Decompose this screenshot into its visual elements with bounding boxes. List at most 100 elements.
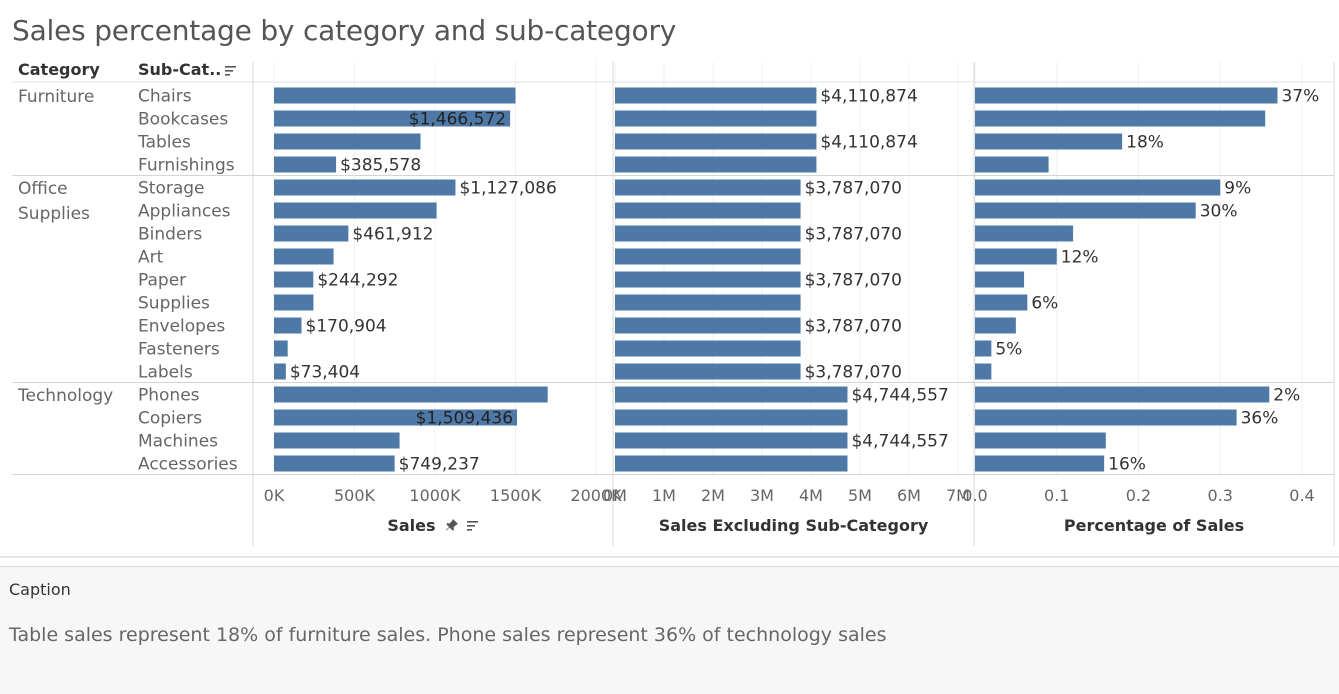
tick-label: 0.3 xyxy=(1208,486,1233,505)
bar xyxy=(615,294,801,311)
bar xyxy=(975,202,1196,219)
bar xyxy=(274,409,518,426)
bar xyxy=(975,225,1074,242)
data-label: $4,744,557 xyxy=(851,432,948,452)
bar xyxy=(274,225,349,242)
data-label: $461,912 xyxy=(352,225,433,245)
subcategory-label: Storage xyxy=(138,179,205,199)
bar xyxy=(274,455,395,472)
bar xyxy=(274,156,337,173)
bar xyxy=(615,317,801,334)
bar xyxy=(615,363,801,380)
tick-label: 0.0 xyxy=(962,486,987,505)
tick-label: 0K xyxy=(264,486,285,505)
bar xyxy=(615,133,817,150)
bar xyxy=(274,248,334,265)
subcategory-label: Envelopes xyxy=(138,317,225,337)
bar xyxy=(274,87,516,104)
data-label: $1,127,086 xyxy=(459,179,556,199)
category-label: Office xyxy=(18,179,68,199)
tick-label: 6M xyxy=(897,486,921,505)
caption-separator xyxy=(0,556,1339,558)
subcategory-label: Bookcases xyxy=(138,110,228,130)
subcategory-label: Phones xyxy=(138,386,200,406)
subcategory-label: Appliances xyxy=(138,202,231,222)
data-label: $4,744,557 xyxy=(851,386,948,406)
tick-label: 0.1 xyxy=(1044,486,1069,505)
bar xyxy=(274,432,400,449)
category-label: Furniture xyxy=(18,87,94,107)
sales-axis-title: Sales xyxy=(253,516,613,535)
tick-label: 7M xyxy=(946,486,970,505)
data-label: 6% xyxy=(1031,294,1058,314)
bar xyxy=(975,133,1123,150)
data-label: 36% xyxy=(1241,409,1279,429)
data-label: $4,110,874 xyxy=(820,133,917,153)
bar xyxy=(975,340,992,357)
bar xyxy=(615,110,817,127)
data-label: $4,110,874 xyxy=(820,87,917,107)
data-label: $3,787,070 xyxy=(805,225,902,245)
bar xyxy=(615,340,801,357)
bar xyxy=(975,455,1105,472)
tick-label: 5M xyxy=(848,486,872,505)
tick-label: 1000K xyxy=(409,486,461,505)
chart-title: Sales percentage by category and sub-cat… xyxy=(12,14,677,47)
data-label: $1,466,572 xyxy=(409,110,506,130)
subcategory-label: Tables xyxy=(137,133,191,153)
tick-label: 0M xyxy=(603,486,627,505)
tick-label: 0.4 xyxy=(1289,486,1314,505)
tick-label: 1500K xyxy=(490,486,542,505)
subcategory-label: Copiers xyxy=(138,409,202,429)
sort-icon[interactable] xyxy=(466,521,479,531)
bar xyxy=(274,202,437,219)
category-label: Supplies xyxy=(18,204,90,224)
caption-panel: Caption Table sales represent 18% of fur… xyxy=(0,566,1339,694)
data-label: $3,787,070 xyxy=(805,317,902,337)
bar xyxy=(274,133,421,150)
data-label: $3,787,070 xyxy=(805,179,902,199)
bar xyxy=(975,156,1049,173)
bar xyxy=(975,294,1028,311)
bar xyxy=(274,271,314,288)
bar xyxy=(274,110,511,127)
category-column-header[interactable]: Category xyxy=(18,60,100,79)
bar xyxy=(975,432,1106,449)
bar xyxy=(615,455,848,472)
subcategory-label: Fasteners xyxy=(138,340,220,360)
bar xyxy=(274,179,456,196)
data-label: 5% xyxy=(995,340,1022,360)
bar-chart: Furniture Office Supplies Technology Chairs B… xyxy=(12,62,1335,546)
bar xyxy=(975,110,1266,127)
subcategory-label: Paper xyxy=(138,271,186,291)
bar xyxy=(615,202,801,219)
bar xyxy=(975,409,1237,426)
tick-label: 2M xyxy=(701,486,725,505)
subcategory-label: Supplies xyxy=(138,294,210,314)
subcategory-label: Art xyxy=(138,248,164,268)
tick-label: 1M xyxy=(652,486,676,505)
sales-axis-title-text: Sales xyxy=(387,516,436,535)
sort-icon[interactable] xyxy=(225,66,237,76)
sales-excluding-axis-title: Sales Excluding Sub-Category xyxy=(658,516,929,535)
tick-label: 500K xyxy=(334,486,376,505)
category-label: Technology xyxy=(17,386,113,406)
bar xyxy=(975,317,1016,334)
data-label: $244,292 xyxy=(317,271,398,291)
tick-label: 4M xyxy=(799,486,823,505)
bar xyxy=(975,363,992,380)
caption-label: Caption xyxy=(9,580,71,599)
bar xyxy=(615,156,817,173)
subcategory-column-header[interactable]: Sub-Cat.. xyxy=(138,60,222,79)
data-label: 12% xyxy=(1061,248,1099,268)
bar xyxy=(615,432,848,449)
bar xyxy=(975,386,1270,403)
tick-label: 3M xyxy=(750,486,774,505)
tick-label: 0.2 xyxy=(1126,486,1151,505)
caption-text: Table sales represent 18% of furniture s… xyxy=(9,624,887,646)
bar xyxy=(274,317,302,334)
data-label: $749,237 xyxy=(399,455,480,475)
data-label: $1,509,436 xyxy=(416,409,513,429)
pin-icon[interactable] xyxy=(445,518,459,532)
bar xyxy=(615,271,801,288)
